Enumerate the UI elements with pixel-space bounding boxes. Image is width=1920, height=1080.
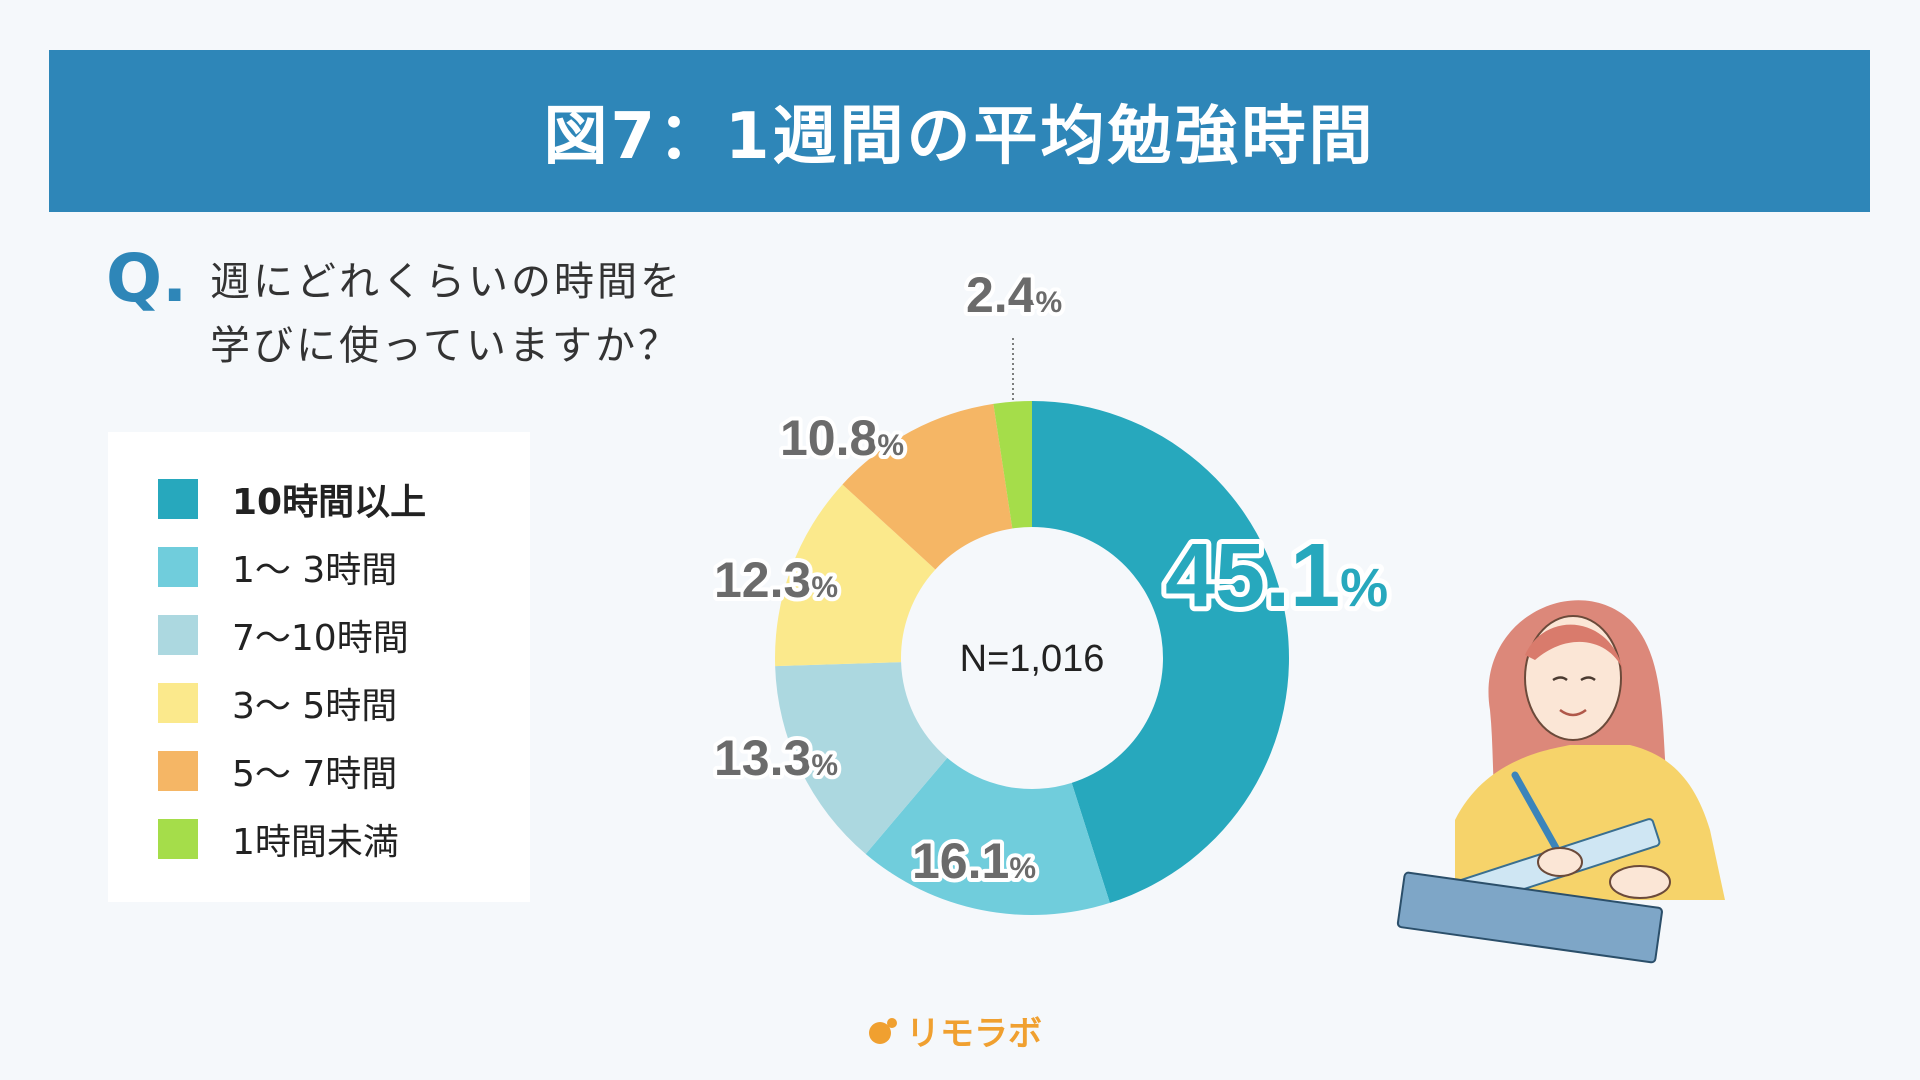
title-banner: 図7：1週間の平均勉強時間 [49, 50, 1870, 212]
student-illustration [1396, 600, 1725, 964]
donut-slice [775, 662, 948, 854]
data-label-unit: % [1036, 286, 1063, 319]
data-label-value: 12.3 [714, 552, 811, 608]
legend-item-5-7h: 5〜 7時間 [158, 751, 397, 795]
legend-label: 3〜 5時間 [232, 686, 398, 727]
data-label: 16.1% [912, 833, 1036, 889]
data-label-value: 2.4 [966, 267, 1036, 323]
legend-swatch [158, 547, 198, 587]
data-label-unit: % [811, 571, 838, 604]
legend-item-1-3h: 1〜 3時間 [158, 547, 397, 591]
data-label: 10.8% [780, 410, 904, 466]
question-text: 週にどれくらいの時間を 学びに使っていますか？ [210, 250, 683, 378]
donut-slice [865, 757, 1110, 915]
legend-swatch [158, 479, 198, 519]
legend-label: 7〜10時間 [232, 618, 409, 659]
center-label: N=1,016 [960, 638, 1105, 680]
legend-label: 1時間未満 [232, 822, 399, 863]
chart-title: 図7：1週間の平均勉強時間 [543, 100, 1376, 174]
brand-logo: リモラボ [868, 1006, 1042, 1055]
legend-swatch [158, 615, 198, 655]
legend-item-7-10h: 7〜10時間 [158, 615, 409, 659]
data-label: 2.4% [966, 267, 1062, 323]
legend-swatch [158, 751, 198, 791]
legend-label: 10時間以上 [232, 482, 427, 523]
data-label: 45.1% [1165, 526, 1388, 626]
brand-name: リモラボ [906, 1014, 1042, 1054]
data-label-value: 16.1 [912, 833, 1009, 889]
legend-swatch [158, 683, 198, 723]
data-label-unit: % [1340, 558, 1388, 618]
data-label-unit: % [877, 429, 904, 462]
donut-slice [775, 484, 936, 667]
data-label-unit: % [811, 749, 838, 782]
legend-item-under-1h: 1時間未満 [158, 819, 399, 863]
data-label: 12.3% [714, 552, 838, 608]
legend: 10時間以上 1〜 3時間 7〜10時間 3〜 5時間 5〜 7時間 1時間未満 [108, 432, 530, 902]
data-label-unit: % [1009, 852, 1036, 885]
legend-swatch [158, 819, 198, 859]
question-mark: Q. [106, 240, 188, 317]
data-label: 13.3% [714, 730, 838, 786]
data-label-value: 45.1 [1165, 526, 1340, 626]
donut-slice [993, 401, 1032, 529]
legend-item-3-5h: 3〜 5時間 [158, 683, 397, 727]
donut-slice [1032, 401, 1289, 903]
data-label-value: 13.3 [714, 730, 811, 786]
data-label-value: 10.8 [780, 410, 877, 466]
question-line-1: 週にどれくらいの時間を [210, 259, 683, 305]
question-line-2: 学びに使っていますか？ [210, 323, 681, 369]
brand-dot-icon [869, 1017, 897, 1044]
legend-label: 5〜 7時間 [232, 754, 398, 795]
legend-item-10h-plus: 10時間以上 [158, 479, 426, 523]
legend-label: 1〜 3時間 [232, 550, 398, 591]
donut-slice [842, 403, 1013, 570]
